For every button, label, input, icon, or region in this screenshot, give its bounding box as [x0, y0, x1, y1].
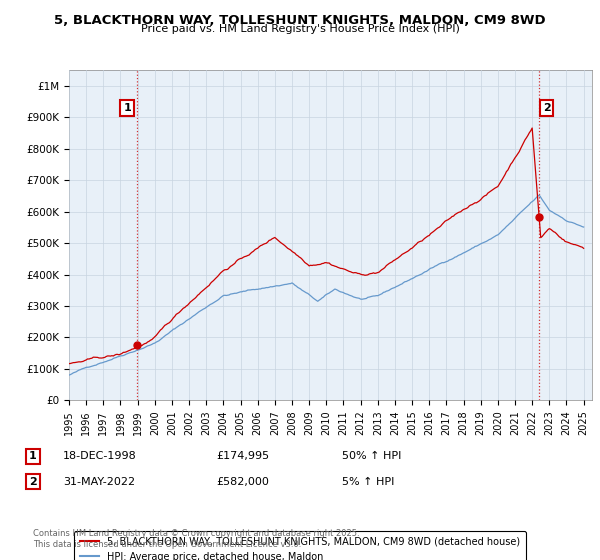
Text: £174,995: £174,995	[216, 451, 269, 461]
Text: 5% ↑ HPI: 5% ↑ HPI	[342, 477, 394, 487]
Text: 2: 2	[29, 477, 37, 487]
Text: 1: 1	[123, 103, 131, 113]
Text: 31-MAY-2022: 31-MAY-2022	[63, 477, 135, 487]
Text: Price paid vs. HM Land Registry's House Price Index (HPI): Price paid vs. HM Land Registry's House …	[140, 24, 460, 34]
Legend: 5, BLACKTHORN WAY, TOLLESHUNT KNIGHTS, MALDON, CM9 8WD (detached house), HPI: Av: 5, BLACKTHORN WAY, TOLLESHUNT KNIGHTS, M…	[74, 531, 526, 560]
Text: 1: 1	[29, 451, 37, 461]
Text: 18-DEC-1998: 18-DEC-1998	[63, 451, 137, 461]
Text: 50% ↑ HPI: 50% ↑ HPI	[342, 451, 401, 461]
Text: 2: 2	[543, 103, 551, 113]
Text: 5, BLACKTHORN WAY, TOLLESHUNT KNIGHTS, MALDON, CM9 8WD: 5, BLACKTHORN WAY, TOLLESHUNT KNIGHTS, M…	[54, 14, 546, 27]
Text: £582,000: £582,000	[216, 477, 269, 487]
Text: Contains HM Land Registry data © Crown copyright and database right 2025.
This d: Contains HM Land Registry data © Crown c…	[33, 529, 359, 549]
